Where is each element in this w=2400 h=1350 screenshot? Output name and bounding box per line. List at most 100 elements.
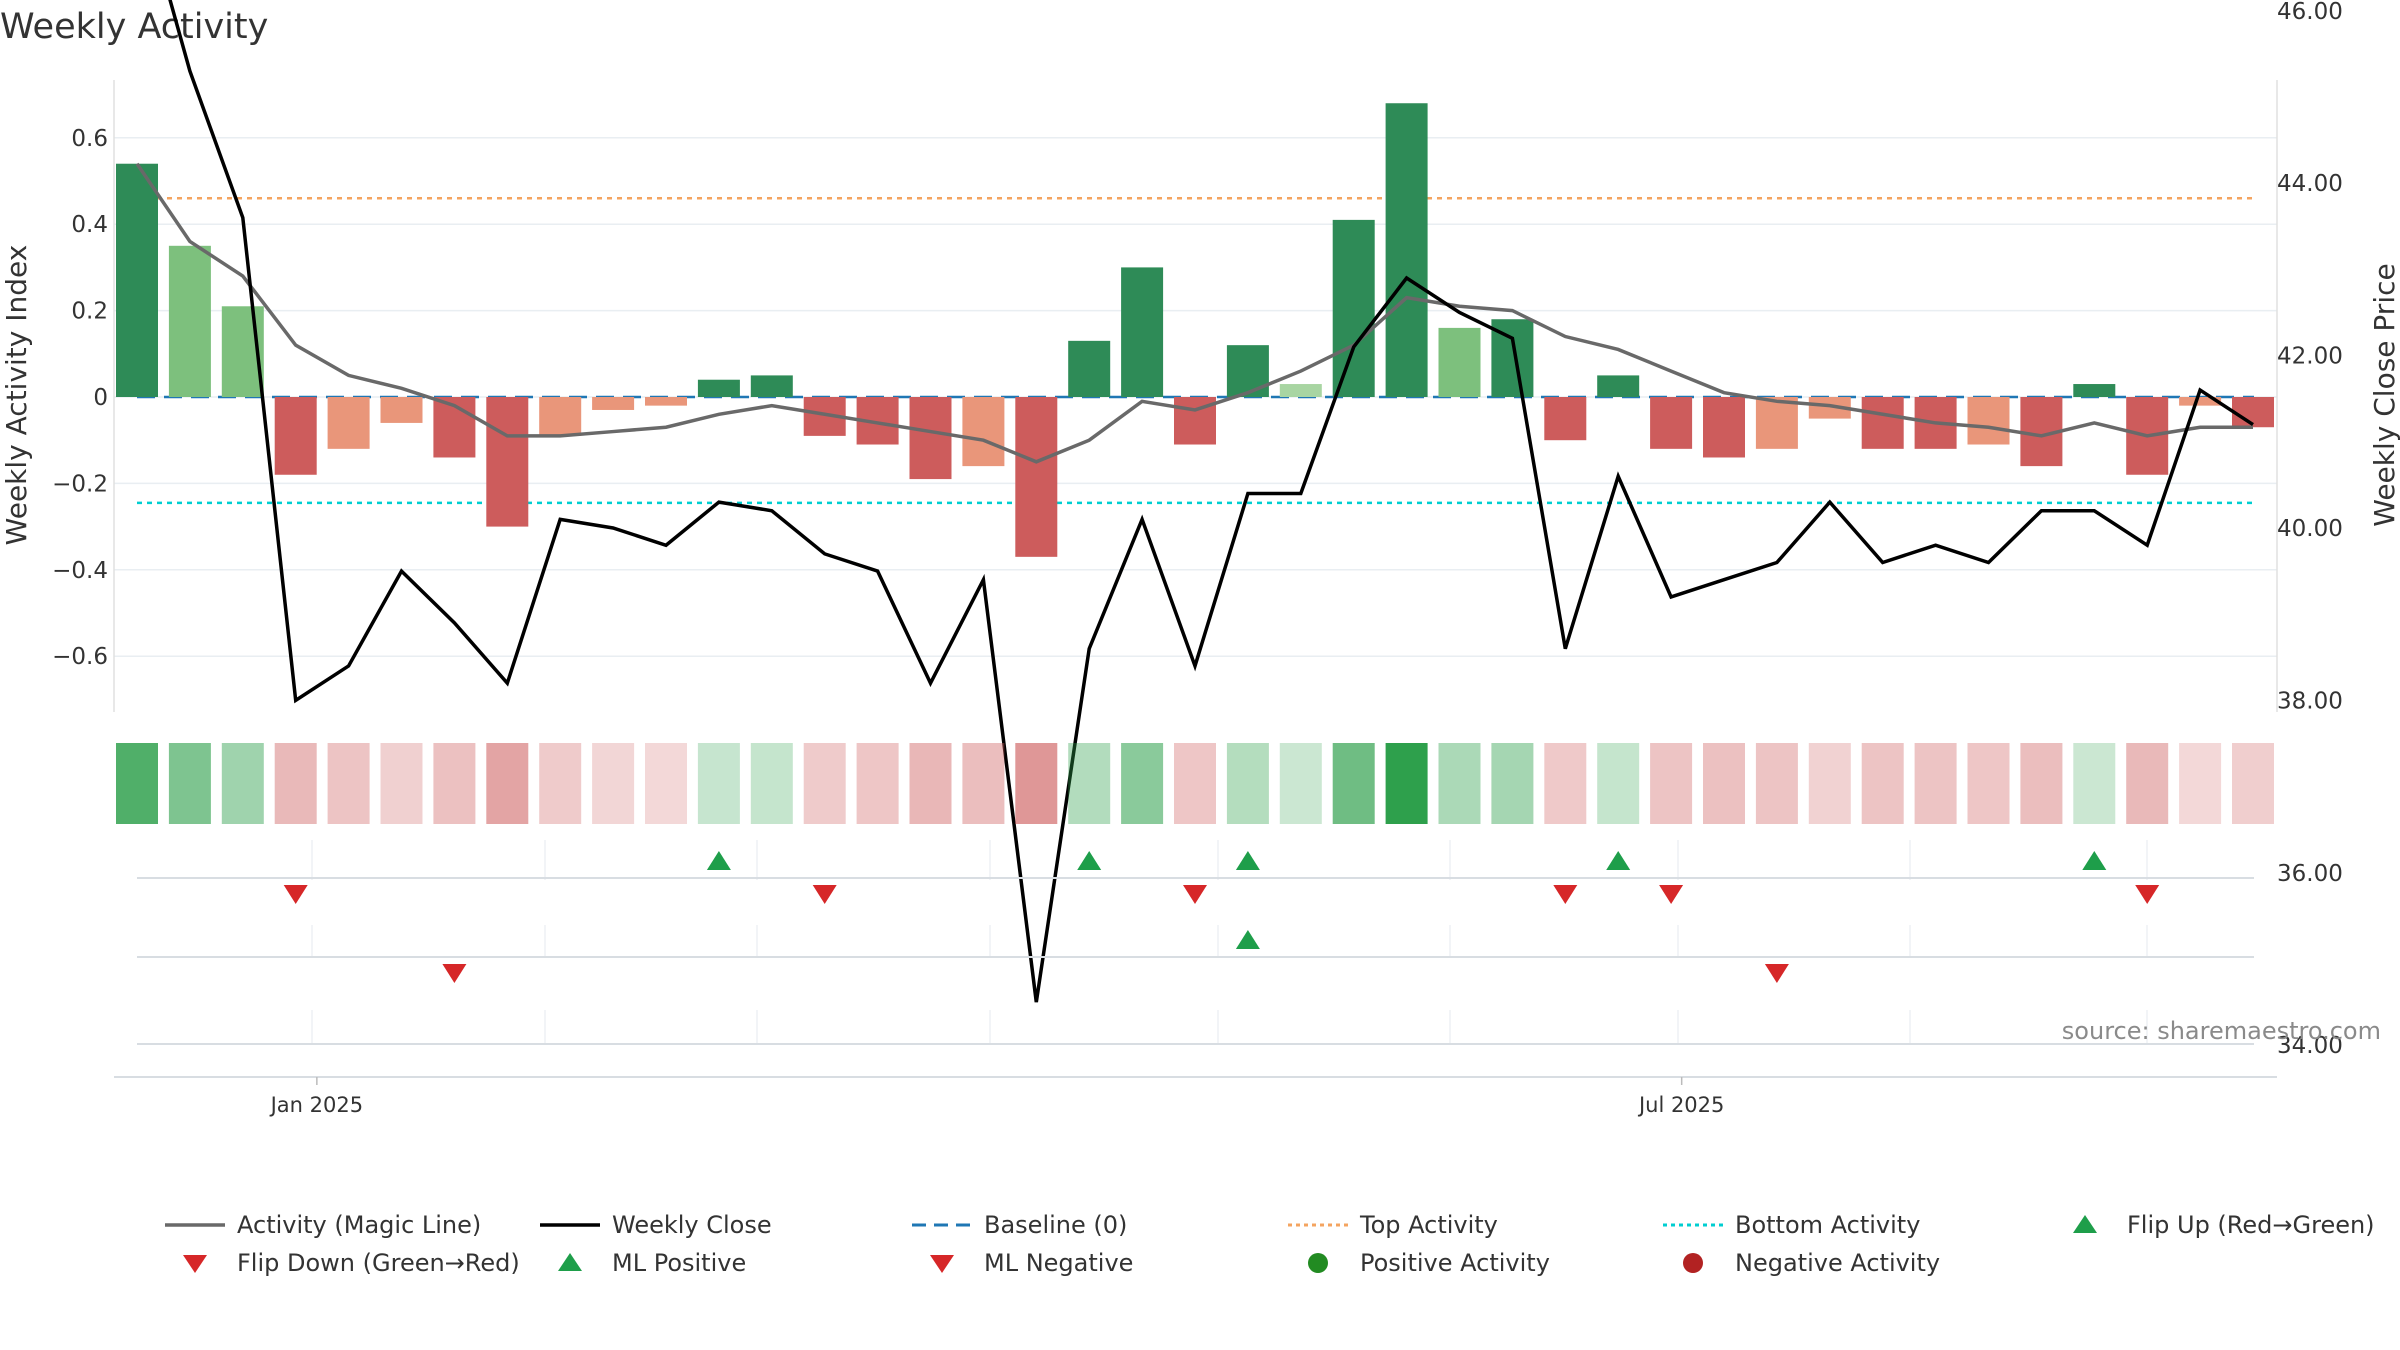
activity-bar	[697, 379, 740, 397]
y2-tick-label: 46.00	[2277, 0, 2343, 25]
heat-cell	[168, 743, 211, 824]
heat-cell	[1703, 743, 1745, 824]
source-note: source: sharemaestro.com	[2062, 1017, 2381, 1045]
flip-up-marker	[1235, 851, 1260, 870]
flip-down-marker	[283, 885, 308, 904]
legend-label: Negative Activity	[1735, 1249, 1940, 1277]
activity-bar	[962, 397, 1005, 467]
heat-cell	[962, 743, 1005, 824]
y-tick-label: −0.2	[52, 471, 108, 497]
flip-down-marker	[812, 885, 837, 904]
legend-label: Weekly Close	[612, 1211, 772, 1239]
activity-bar	[750, 375, 793, 397]
heat-cell	[1332, 743, 1375, 824]
legend-label: Top Activity	[1359, 1211, 1498, 1239]
y2-tick-label: 40.00	[2277, 516, 2343, 542]
legend-item: Positive Activity	[1308, 1249, 1550, 1277]
heat-cell	[2020, 743, 2063, 824]
series-lines	[135, 0, 2254, 1003]
legend-label: Flip Up (Red→Green)	[2127, 1211, 2375, 1239]
activity-bar	[1967, 397, 2010, 445]
activity-bar	[2073, 384, 2116, 397]
activity-bar	[1703, 397, 1745, 458]
legend-item: Activity (Magic Line)	[165, 1211, 481, 1239]
activity-bar	[116, 163, 158, 397]
heat-cell	[803, 743, 846, 824]
activity-bar	[1808, 397, 1851, 419]
legend-item: ML Positive	[558, 1249, 746, 1277]
heat-cell	[645, 743, 687, 824]
flip-up-marker	[706, 851, 731, 870]
activity-bar	[274, 397, 317, 475]
heat-cell	[1121, 743, 1164, 824]
heat-cell	[486, 743, 529, 824]
y2-tick-label: 44.00	[2277, 171, 2343, 197]
activity-bar	[1650, 397, 1693, 449]
y-tick-label: 0	[93, 385, 108, 411]
activity-bar	[2179, 397, 2222, 406]
heat-cell	[1068, 743, 1111, 824]
legend-swatch	[183, 1255, 207, 1273]
signal-markers	[114, 840, 2277, 1078]
y2-axis-label: Weekly Close Price	[2368, 263, 2400, 526]
flip-down-marker	[1553, 885, 1578, 904]
activity-bar	[1544, 397, 1587, 441]
heat-cell	[750, 743, 793, 824]
legend: Activity (Magic Line) Weekly Close Baselin…	[165, 1211, 2375, 1277]
y-axis-label: Weekly Activity Index	[0, 245, 33, 546]
heat-cell	[539, 743, 582, 824]
flip-up-marker	[1077, 851, 1102, 870]
legend-item: Bottom Activity	[1663, 1211, 1920, 1239]
axes: 0.60.40.20−0.2−0.4−0.648.0046.0044.0042.…	[52, 0, 2343, 1059]
y-tick-label: 0.4	[71, 212, 108, 238]
activity-bar	[2232, 397, 2274, 428]
flip-down-marker	[1659, 885, 1684, 904]
activity-bar	[1121, 267, 1164, 397]
magic-line	[135, 162, 2253, 464]
legend-item: Baseline (0)	[912, 1211, 1127, 1239]
activity-bar	[539, 397, 582, 436]
ml-negative-marker	[442, 964, 467, 983]
legend-item: Flip Down (Green→Red)	[183, 1249, 520, 1277]
activity-bar	[1438, 327, 1481, 397]
heat-cell	[433, 743, 476, 824]
ml-negative-marker	[1764, 964, 1789, 983]
legend-item: Weekly Close	[540, 1211, 772, 1239]
heat-cell	[327, 743, 370, 824]
legend-item: Negative Activity	[1683, 1249, 1940, 1277]
x-axis: Jan 2025 Jul 2025	[269, 1077, 1724, 1117]
activity-bar	[1385, 103, 1428, 398]
legend-label: Bottom Activity	[1735, 1211, 1920, 1239]
heat-cell	[697, 743, 740, 824]
heat-cell	[1438, 743, 1481, 824]
flip-up-marker	[1606, 851, 1631, 870]
activity-bars	[116, 103, 2274, 557]
weekly-close-line	[168, 0, 2254, 1003]
activity-bar	[486, 397, 529, 527]
activity-bar	[1015, 397, 1058, 557]
heat-cell	[1861, 743, 1904, 824]
heat-cell	[274, 743, 317, 824]
y2-tick-label: 38.00	[2277, 688, 2343, 714]
y2-tick-label: 36.00	[2277, 861, 2343, 887]
x-tick-label: Jan 2025	[269, 1093, 364, 1117]
activity-heat-strip	[116, 743, 2274, 824]
activity-bar	[645, 397, 687, 406]
activity-bar	[1279, 384, 1322, 397]
activity-bar	[1861, 397, 1904, 449]
activity-bar	[327, 397, 370, 449]
legend-label: Activity (Magic Line)	[237, 1211, 481, 1239]
flip-up-marker	[2082, 851, 2107, 870]
heat-cell	[1015, 743, 1058, 824]
legend-swatch	[930, 1255, 954, 1273]
heat-cell	[1650, 743, 1693, 824]
heat-cell	[1808, 743, 1851, 824]
legend-label: ML Positive	[612, 1249, 746, 1277]
heat-cell	[2232, 743, 2274, 824]
heat-cell	[116, 743, 158, 824]
y2-tick-label: 34.00	[2277, 1033, 2343, 1059]
activity-bar	[1332, 219, 1375, 397]
heat-cell	[1385, 743, 1428, 824]
heat-cell	[856, 743, 899, 824]
